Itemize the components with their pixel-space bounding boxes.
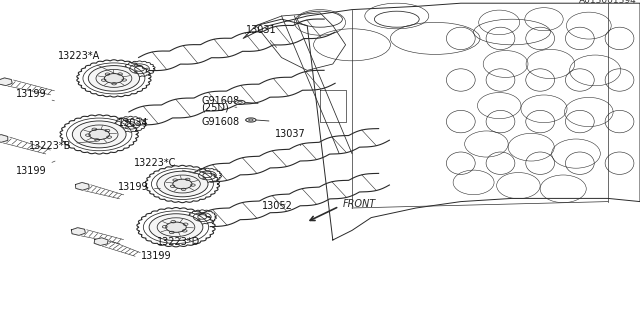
- Polygon shape: [72, 228, 85, 235]
- Ellipse shape: [173, 179, 192, 189]
- Text: 13199: 13199: [16, 161, 55, 176]
- Polygon shape: [76, 182, 89, 190]
- Polygon shape: [0, 78, 12, 85]
- Text: 13037: 13037: [275, 129, 306, 146]
- Text: 13052: 13052: [262, 201, 293, 212]
- Text: A013001394: A013001394: [579, 0, 637, 5]
- Ellipse shape: [72, 121, 126, 148]
- Text: (25D): (25D): [202, 102, 237, 112]
- Text: 13034: 13034: [118, 118, 149, 128]
- Ellipse shape: [89, 129, 109, 140]
- Ellipse shape: [235, 100, 245, 104]
- Polygon shape: [94, 238, 108, 245]
- Ellipse shape: [149, 214, 203, 241]
- Ellipse shape: [157, 171, 208, 197]
- Polygon shape: [0, 135, 8, 142]
- Ellipse shape: [166, 222, 186, 232]
- Text: FRONT: FRONT: [342, 199, 376, 209]
- Text: 13031: 13031: [246, 25, 277, 47]
- Ellipse shape: [88, 66, 140, 91]
- Text: 13223*A: 13223*A: [58, 51, 122, 77]
- Text: G91608: G91608: [202, 96, 240, 106]
- Text: 13199: 13199: [118, 182, 161, 192]
- Text: 13199: 13199: [141, 251, 172, 261]
- Text: 13223*C: 13223*C: [134, 158, 196, 174]
- Text: 13223*B: 13223*B: [29, 140, 97, 151]
- Ellipse shape: [246, 118, 256, 122]
- Text: 13199: 13199: [16, 89, 54, 101]
- Ellipse shape: [104, 74, 124, 83]
- Text: 13223*D: 13223*D: [157, 236, 200, 247]
- Text: G91608: G91608: [202, 116, 246, 127]
